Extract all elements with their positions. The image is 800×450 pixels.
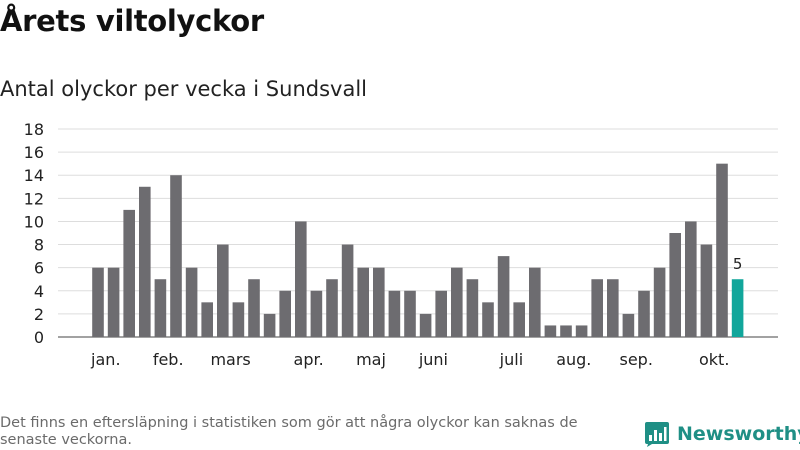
bar bbox=[185, 267, 198, 337]
bar bbox=[622, 313, 635, 337]
x-tick-label: mars bbox=[210, 350, 250, 369]
bar bbox=[700, 244, 713, 337]
bar bbox=[607, 279, 619, 337]
bar bbox=[232, 302, 245, 337]
bar bbox=[139, 186, 151, 337]
bar bbox=[591, 279, 603, 337]
bar bbox=[217, 244, 229, 337]
bar bbox=[341, 244, 354, 337]
x-tick-label: sep. bbox=[619, 350, 652, 369]
bar bbox=[560, 325, 572, 337]
y-tick-label: 6 bbox=[34, 259, 44, 278]
x-tick-label: juli bbox=[499, 350, 523, 369]
bar bbox=[201, 302, 213, 337]
bar bbox=[529, 267, 541, 337]
bar bbox=[388, 290, 401, 337]
x-tick-label: feb. bbox=[153, 350, 184, 369]
bar bbox=[544, 325, 557, 337]
bar bbox=[419, 313, 432, 337]
bar bbox=[248, 279, 260, 337]
x-axis-labels: jan. feb. mars apr. maj juni juli aug. sep. okt. bbox=[90, 350, 729, 369]
y-tick-label: 14 bbox=[24, 166, 44, 185]
bar bbox=[263, 313, 276, 337]
bar bbox=[92, 267, 104, 337]
bar bbox=[669, 233, 681, 337]
annotations: 5 bbox=[733, 255, 743, 273]
bar-highlight bbox=[731, 279, 744, 337]
bar bbox=[107, 267, 120, 337]
x-tick-label: apr. bbox=[294, 350, 324, 369]
bar bbox=[170, 175, 182, 337]
bar bbox=[685, 221, 697, 337]
brand[interactable]: Newsworthy bbox=[644, 419, 800, 449]
y-tick-label: 4 bbox=[34, 282, 44, 301]
x-tick-label: aug. bbox=[556, 350, 591, 369]
y-tick-label: 10 bbox=[24, 212, 44, 231]
x-tick-label: juni bbox=[418, 350, 448, 369]
bar bbox=[575, 325, 588, 337]
y-tick-label: 2 bbox=[34, 305, 44, 324]
footnote: Det finns en eftersläpning i statistiken… bbox=[0, 415, 578, 448]
bar bbox=[123, 209, 135, 337]
bar bbox=[295, 221, 307, 337]
x-tick-label: jan. bbox=[90, 350, 120, 369]
bar bbox=[653, 267, 666, 337]
bar bbox=[435, 290, 447, 337]
highlight-value-label: 5 bbox=[733, 255, 743, 273]
y-axis-labels: 0 2 4 6 8 10 12 14 16 18 bbox=[24, 120, 44, 347]
bar bbox=[716, 163, 728, 337]
x-tick-label: maj bbox=[356, 350, 386, 369]
y-tick-label: 16 bbox=[24, 143, 44, 162]
y-tick-label: 0 bbox=[34, 328, 44, 347]
chart-subtitle: Antal olyckor per vecka i Sundsvall bbox=[0, 77, 367, 101]
bar bbox=[326, 279, 338, 337]
bar bbox=[466, 279, 479, 337]
bar bbox=[451, 267, 463, 337]
y-tick-label: 12 bbox=[24, 189, 44, 208]
bars bbox=[92, 163, 744, 337]
y-tick-label: 18 bbox=[24, 120, 44, 139]
x-tick-label: okt. bbox=[699, 350, 729, 369]
bar bbox=[497, 256, 510, 337]
y-tick-label: 8 bbox=[34, 236, 44, 255]
bar bbox=[357, 267, 369, 337]
bar bbox=[638, 290, 650, 337]
bar bbox=[310, 290, 323, 337]
bar bbox=[513, 302, 525, 337]
bar bbox=[154, 279, 167, 337]
bar bbox=[404, 290, 416, 337]
bar bbox=[482, 302, 494, 337]
bar bbox=[279, 290, 291, 337]
brand-name: Newsworthy bbox=[677, 423, 800, 445]
bar bbox=[373, 267, 385, 337]
bar-chart-icon bbox=[645, 422, 669, 447]
chart-title: Årets viltolyckor bbox=[0, 4, 264, 38]
